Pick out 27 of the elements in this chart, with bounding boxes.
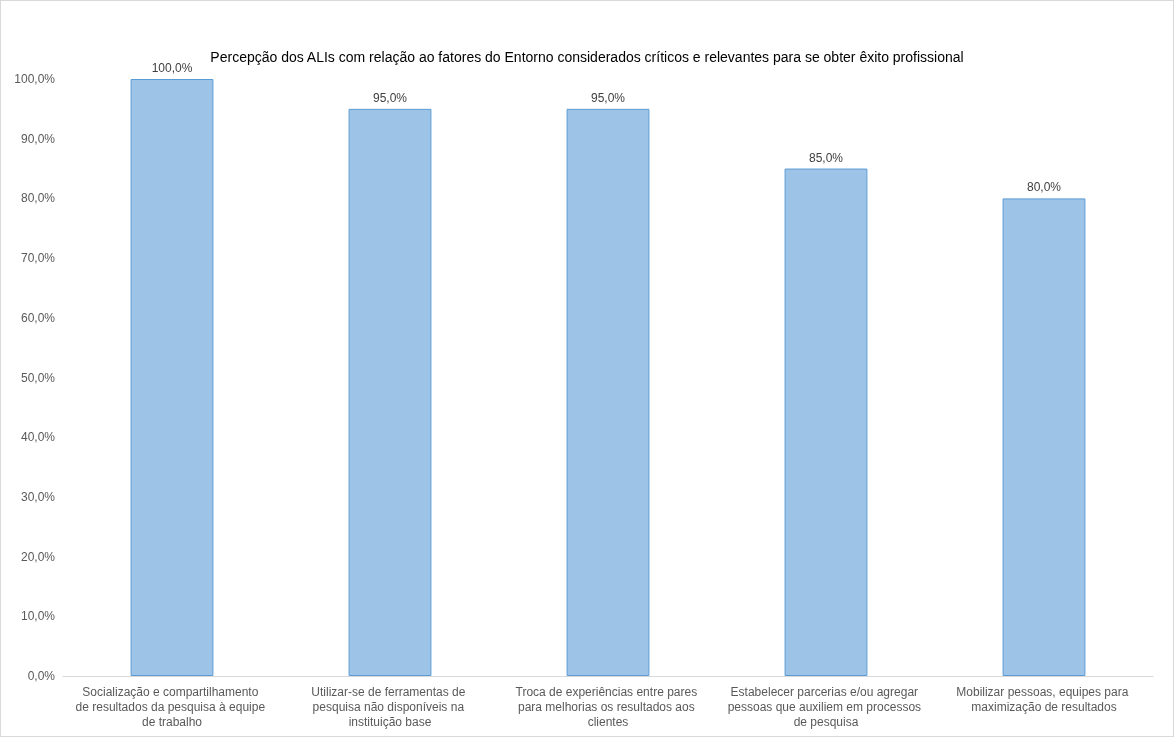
data-label: 95,0%	[372, 90, 408, 105]
y-tick-label: 30,0%	[20, 489, 56, 504]
bar	[566, 108, 650, 676]
y-tick-label: 90,0%	[20, 131, 56, 146]
x-tick-label: Estabelecer parcerias e/ou agregar pessoas que auxiliem em processos de pesquisa	[727, 684, 925, 729]
y-tick-label: 20,0%	[20, 549, 56, 564]
x-tick-label: Troca de experiências entre pares para melhorias os resultados aos clientes	[515, 684, 701, 729]
bar	[1002, 198, 1086, 676]
data-label: 85,0%	[808, 150, 844, 165]
x-tick-label: Socialização e compartilhamento de resultados da pesquisa à equipe de trabalho	[75, 684, 269, 729]
y-tick-label: 80,0%	[20, 191, 56, 206]
y-tick-label: 70,0%	[20, 251, 56, 266]
bar	[130, 79, 214, 676]
y-tick-label: 40,0%	[20, 430, 56, 445]
data-label: 100,0%	[151, 61, 193, 75]
data-label: 95,0%	[590, 90, 626, 105]
bar	[348, 108, 432, 676]
y-tick-label: 60,0%	[20, 310, 56, 325]
y-tick-label: 0,0%	[27, 669, 56, 683]
y-tick-label: 10,0%	[20, 609, 56, 624]
bar	[784, 168, 868, 676]
x-tick-label: Utilizar-se de ferramentas de pesquisa não disponíveis na instituição base	[311, 684, 469, 729]
y-tick-label: 50,0%	[20, 370, 56, 385]
x-tick-label: Mobilizar pessoas, equipes para maximização de resultados	[956, 684, 1132, 714]
data-label: 80,0%	[1026, 180, 1062, 195]
chart-title: Percepção dos ALIs com relação ao fatores do Entorno considerados críticos e relevantes para se obter êxito profissional	[210, 49, 964, 65]
y-tick-label: 100,0%	[14, 72, 56, 86]
